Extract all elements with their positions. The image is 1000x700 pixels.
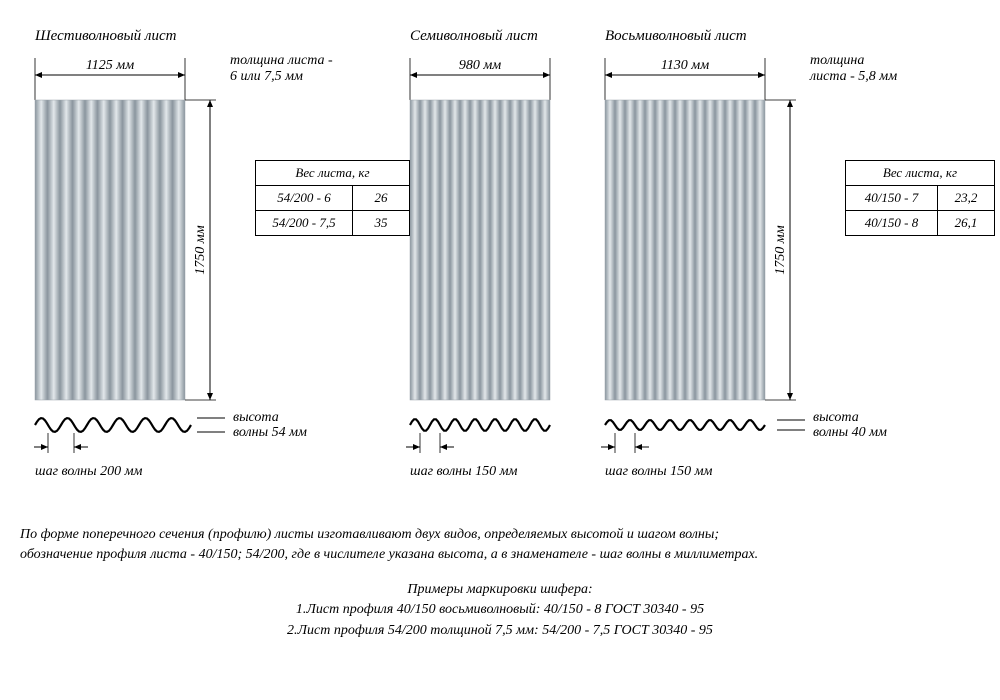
table-cell: 54/200 - 6 <box>256 186 353 211</box>
svg-text:980 мм: 980 мм <box>459 58 501 73</box>
svg-text:1750 мм: 1750 мм <box>773 225 788 274</box>
table-cell: 40/150 - 8 <box>846 211 938 236</box>
table-cell: 26,1 <box>938 211 995 236</box>
table-cell: 40/150 - 7 <box>846 186 938 211</box>
svg-text:высотаволны 40 мм: высотаволны 40 мм <box>813 410 887 440</box>
svg-text:Шестиволновый лист: Шестиволновый лист <box>34 28 177 44</box>
svg-text:Восьмиволновый лист: Восьмиволновый лист <box>605 28 747 44</box>
svg-text:толщина листа -6 или 7,5 мм: толщина листа -6 или 7,5 мм <box>230 53 333 84</box>
table-cell: 26 <box>353 186 410 211</box>
svg-text:шаг волны 200 мм: шаг волны 200 мм <box>35 464 143 479</box>
table-header: Вес листа, кг <box>846 161 995 186</box>
svg-text:толщиналиста - 5,8 мм: толщиналиста - 5,8 мм <box>809 53 897 84</box>
svg-text:шаг волны 150 мм: шаг волны 150 мм <box>605 464 713 479</box>
table-cell: 23,2 <box>938 186 995 211</box>
weight-table-left: Вес листа, кг 54/200 - 6 26 54/200 - 7,5… <box>255 160 410 236</box>
svg-text:высотаволны 54 мм: высотаволны 54 мм <box>233 410 307 440</box>
svg-text:1130 мм: 1130 мм <box>661 58 709 73</box>
table-header: Вес листа, кг <box>256 161 410 186</box>
svg-text:1750 мм: 1750 мм <box>193 225 208 274</box>
weight-table-right: Вес листа, кг 40/150 - 7 23,2 40/150 - 8… <box>845 160 995 236</box>
svg-text:Семиволновый лист: Семиволновый лист <box>410 28 538 44</box>
svg-text:1125 мм: 1125 мм <box>86 58 134 73</box>
table-cell: 54/200 - 7,5 <box>256 211 353 236</box>
footnote-body: По форме поперечного сечения (профилю) л… <box>20 525 980 566</box>
svg-text:шаг волны 150 мм: шаг волны 150 мм <box>410 464 518 479</box>
footnote-examples: Примеры маркировки шифера:1.Лист профиля… <box>0 580 1000 641</box>
table-cell: 35 <box>353 211 410 236</box>
